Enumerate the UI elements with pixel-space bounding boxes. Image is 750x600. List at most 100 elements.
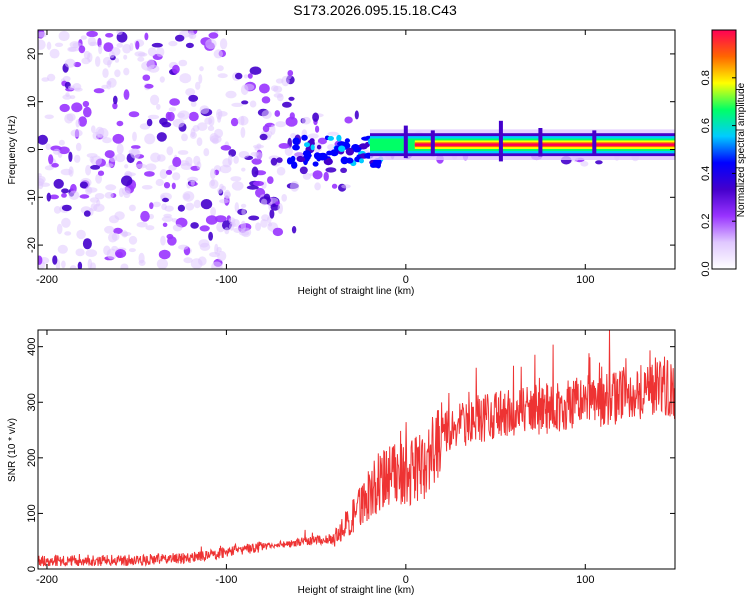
spectrogram-blob <box>58 146 70 155</box>
spectrogram-blob <box>224 189 231 200</box>
spectrogram-blob <box>221 185 226 191</box>
spectrogram-blob <box>178 59 188 67</box>
spectrogram-blob <box>262 125 270 133</box>
y-tick-label: 20 <box>26 48 38 60</box>
spectrogram-blob <box>120 263 129 269</box>
x-tick-label: 100 <box>576 574 594 586</box>
spectrogram-blob <box>72 42 82 48</box>
spectrogram-blob <box>90 203 98 212</box>
spectrogram-blob <box>131 145 141 150</box>
spectrogram-blob <box>102 137 112 144</box>
spectrogram-blob <box>233 155 239 164</box>
spectrogram-blob <box>113 227 123 234</box>
spectrogram-blob <box>277 203 283 215</box>
spectrogram-blob <box>85 186 93 195</box>
spectrogram-blob <box>253 180 264 187</box>
spectrogram-blob <box>86 30 98 38</box>
colorbar-gradient <box>712 30 736 269</box>
spectrogram-blob <box>249 66 262 75</box>
spectrogram-blob <box>205 38 217 50</box>
spectrogram-blob <box>327 131 339 136</box>
spectrogram-blob <box>151 42 163 48</box>
spectrogram-blob <box>188 32 197 40</box>
spectrogram-blob <box>83 50 91 60</box>
spectrogram-blob <box>240 203 247 208</box>
spectrogram-blob <box>285 116 298 127</box>
spectrogram-blob <box>77 261 83 269</box>
y-tick-label: -20 <box>26 237 38 253</box>
spectrogram-blob <box>182 191 195 202</box>
spectrogram-spike <box>538 128 543 157</box>
spectrogram-blob <box>211 261 223 269</box>
spectrogram-blob <box>237 115 249 126</box>
spectrogram-blob <box>269 209 275 219</box>
spectrogram-blob <box>105 33 114 38</box>
spectrogram-blob <box>276 166 286 176</box>
colorbar-tick-label: 0.2 <box>700 214 712 229</box>
spectrogram-blob <box>288 96 295 101</box>
spectrogram-blob <box>172 156 182 168</box>
spectrogram-blob <box>241 227 252 238</box>
y-tick-label: -10 <box>26 189 38 205</box>
spectrogram-blob <box>105 163 114 168</box>
spectrogram-blob <box>38 39 46 50</box>
spectrogram-blob <box>179 73 192 84</box>
spectrogram-blob <box>104 192 114 199</box>
spectrogram-blob <box>97 127 109 139</box>
spectrogram-blob <box>261 96 271 104</box>
spectrogram-blob <box>46 73 56 82</box>
spectrogram-blob <box>187 176 199 183</box>
spectrogram-blob <box>190 101 197 107</box>
spectrogram-blob <box>38 134 48 145</box>
spectrogram-spike <box>430 130 435 155</box>
spectrogram-blob <box>168 107 177 112</box>
spectrogram-blob <box>595 160 603 165</box>
spectrogram-blob <box>122 231 129 237</box>
spectrogram-blob <box>208 231 214 241</box>
colorbar-tick-label: 0.4 <box>700 166 712 181</box>
colorbar: 0.0 0.2 0.4 0.6 0.8 Normalized spectral ampl… <box>700 29 747 277</box>
spectrogram-blob <box>172 224 183 232</box>
spectrogram-blob <box>204 117 213 125</box>
spectrogram-blob <box>208 32 219 39</box>
spectrogram-blob <box>340 167 347 173</box>
spectrogram-blob <box>145 163 157 171</box>
spectrogram-blob <box>270 85 279 92</box>
spectrogram-band <box>370 120 675 162</box>
spectrogram-blob <box>68 85 76 90</box>
spectrogram-blob <box>312 161 319 167</box>
spectrogram-blob <box>267 176 274 185</box>
spectrogram-blob <box>149 202 154 210</box>
colorbar-tick-label: 0.0 <box>700 261 712 276</box>
spectrogram-x-ticks: -200 -100 0 100 <box>36 30 594 286</box>
spectrogram-blob <box>166 146 174 156</box>
spectrogram-blob <box>162 222 168 227</box>
spectrogram-blob <box>302 172 312 180</box>
spectrogram-blob <box>299 166 308 175</box>
spectrogram-blob <box>159 169 168 179</box>
spectrogram-blob <box>219 38 228 50</box>
spectrogram-blob <box>197 122 208 131</box>
spectrogram-blob <box>227 154 233 166</box>
spectrogram-blob <box>198 256 207 266</box>
spectrogram-blob <box>44 165 54 171</box>
spectrogram-blob <box>243 74 249 79</box>
spectrogram-blob <box>238 151 250 159</box>
spectrogram-blob <box>188 94 199 102</box>
spectrogram-blob <box>38 31 47 38</box>
spectrogram-blob <box>64 113 74 124</box>
spectrogram-blob <box>354 146 362 152</box>
spectrogram-blob <box>128 248 136 253</box>
spectrogram-blob <box>213 49 223 59</box>
spectrogram-blob <box>62 94 72 100</box>
spectrogram-spike <box>498 120 503 162</box>
spectrogram-blob <box>150 94 160 106</box>
spectrogram-blob <box>259 83 270 94</box>
spectrogram-blob <box>217 73 228 79</box>
spectrogram-blob <box>161 121 172 128</box>
spectrogram-blob <box>196 137 203 147</box>
spectrogram-blob <box>104 150 115 159</box>
spectrogram-blob <box>323 171 329 182</box>
spectrogram-blob <box>135 40 140 50</box>
spectrogram-blob <box>291 226 297 234</box>
